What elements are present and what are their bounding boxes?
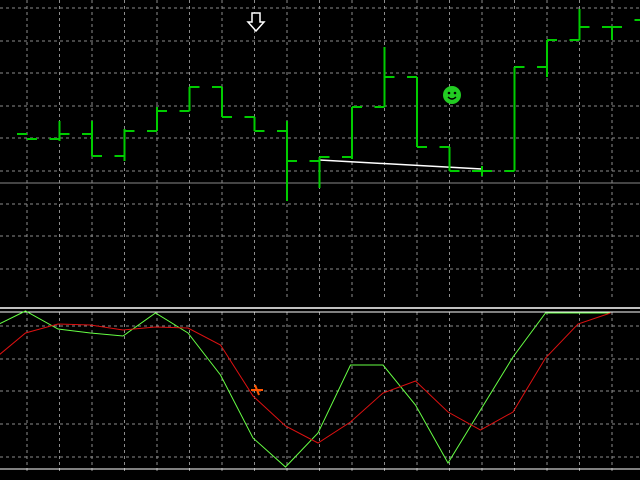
price-bar <box>309 156 330 188</box>
arrow-shape <box>246 12 266 33</box>
price-panel <box>0 9 640 201</box>
smiley-eye <box>447 91 451 95</box>
price-bar <box>179 86 200 112</box>
down-arrow-icon <box>246 12 266 33</box>
cross-icon <box>251 384 263 396</box>
price-bar <box>439 146 460 172</box>
price-bar <box>212 86 232 118</box>
price-bar <box>114 129 135 161</box>
price-bar <box>49 121 70 141</box>
price-bar <box>374 47 395 108</box>
markers <box>246 12 461 396</box>
price-bar <box>17 133 37 140</box>
smiley-icon <box>443 86 461 104</box>
price-bar <box>82 121 102 157</box>
trend-line <box>319 159 483 170</box>
price-bar <box>147 107 167 132</box>
cross-vertical <box>254 384 260 396</box>
smiley-face <box>443 86 461 104</box>
smiley-mouth <box>447 96 457 100</box>
price-bar <box>407 76 427 148</box>
price-bar <box>472 166 492 176</box>
price-bar <box>342 106 362 159</box>
oscillator-fast-line <box>0 310 611 468</box>
oscillator-panel <box>0 307 640 470</box>
price-bar <box>569 9 590 41</box>
price-bar <box>537 39 557 77</box>
price-bar <box>602 26 622 40</box>
price-bar <box>277 121 297 201</box>
smiley-eye <box>453 91 457 95</box>
oscillator-slow-line <box>0 312 611 444</box>
price-bar <box>504 66 525 172</box>
price-bar <box>244 116 265 132</box>
